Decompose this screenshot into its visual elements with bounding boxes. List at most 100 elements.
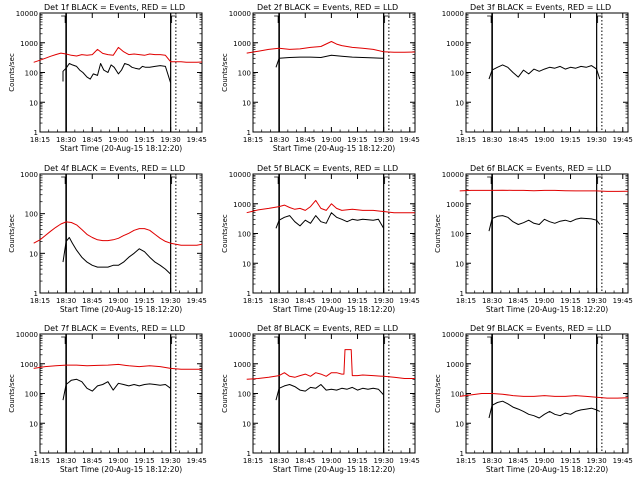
- detector-panel: Det 5f BLACK = Events, RED = LLD 1 10 100 10…: [221, 164, 420, 314]
- plot-frame: [252, 12, 416, 133]
- detector-panel: Det 8f BLACK = Events, RED = LLD 1 10 100 10…: [221, 324, 420, 474]
- x-tick-label: 19:30: [161, 457, 181, 465]
- x-tick-label: 18:45: [82, 457, 102, 465]
- x-tick-label: 19:30: [587, 136, 607, 144]
- y-tick-label: 100: [238, 70, 251, 78]
- x-tick-label: 19:30: [587, 297, 607, 305]
- y-tick-label: 1: [247, 450, 251, 458]
- panel-title: Det 7f BLACK = Events, RED = LLD: [44, 324, 185, 333]
- plot-frame: [465, 173, 629, 294]
- x-tick-label: 19:30: [374, 297, 394, 305]
- x-tick-label: 19:45: [187, 136, 207, 144]
- x-tick-label: 19:00: [534, 457, 554, 465]
- plot-frame: [39, 12, 203, 133]
- series-line-events: [275, 384, 384, 401]
- panel-title: Det 1f BLACK = Events, RED = LLD: [44, 3, 185, 12]
- y-tick-label: 1000: [446, 361, 464, 369]
- x-tick-label: 18:45: [508, 457, 528, 465]
- series-line-lld: [33, 46, 203, 63]
- start-flag: [487, 15, 492, 23]
- x-axis-label: Start Time (20-Aug-15 18:12:20): [60, 465, 182, 474]
- y-axis-label: Counts/sec: [434, 214, 442, 253]
- y-tick-label: 1: [460, 129, 464, 137]
- x-tick-label: 19:00: [321, 457, 341, 465]
- y-tick-label: 1: [247, 290, 251, 298]
- x-axis-label: Start Time (20-Aug-15 18:12:20): [486, 465, 608, 474]
- y-axis-label: Counts/sec: [8, 53, 16, 92]
- x-tick-label: 19:45: [400, 457, 420, 465]
- x-tick-label: 19:15: [134, 457, 154, 465]
- detector-panel: Det 7f BLACK = Events, RED = LLD 1 10 100 10…: [8, 324, 207, 474]
- x-tick-label: 18:30: [482, 136, 502, 144]
- end-flag: [597, 336, 603, 344]
- panel-title: Det 8f BLACK = Events, RED = LLD: [257, 324, 398, 333]
- x-tick-label: 18:15: [243, 457, 263, 465]
- y-axis-label: Counts/sec: [434, 374, 442, 413]
- x-tick-label: 19:00: [108, 136, 128, 144]
- end-flag: [384, 15, 390, 23]
- plot-frame: [252, 173, 416, 294]
- y-axis-label: Counts/sec: [221, 374, 229, 413]
- start-flag: [274, 336, 279, 344]
- series-line-events: [488, 64, 601, 80]
- x-tick-label: 19:15: [347, 457, 367, 465]
- x-tick-label: 18:30: [482, 297, 502, 305]
- start-flag: [274, 176, 279, 184]
- x-tick-label: 18:15: [30, 297, 50, 305]
- x-tick-label: 18:15: [456, 297, 476, 305]
- panel-title: Det 9f BLACK = Events, RED = LLD: [470, 324, 611, 333]
- x-tick-label: 19:15: [560, 136, 580, 144]
- y-tick-label: 1000: [20, 40, 38, 48]
- start-flag: [61, 176, 66, 184]
- y-axis-label: Counts/sec: [221, 53, 229, 92]
- end-flag: [597, 176, 603, 184]
- x-tick-label: 19:45: [187, 457, 207, 465]
- panel-title: Det 3f BLACK = Events, RED = LLD: [470, 3, 611, 12]
- series-line-events: [488, 400, 601, 419]
- detector-panel: Det 2f BLACK = Events, RED = LLD 1 10 100 10…: [221, 3, 420, 153]
- x-tick-label: 19:30: [374, 457, 394, 465]
- x-tick-label: 18:30: [269, 457, 289, 465]
- y-tick-label: 10000: [229, 10, 251, 18]
- x-tick-label: 19:15: [134, 136, 154, 144]
- x-tick-label: 18:15: [30, 457, 50, 465]
- x-tick-label: 19:30: [161, 297, 181, 305]
- y-tick-label: 10: [455, 260, 464, 268]
- y-tick-label: 1000: [446, 40, 464, 48]
- x-tick-label: 18:45: [508, 297, 528, 305]
- end-flag: [597, 15, 603, 23]
- y-tick-label: 1: [34, 129, 38, 137]
- y-tick-label: 1: [34, 450, 38, 458]
- x-tick-label: 18:30: [56, 136, 76, 144]
- x-tick-label: 18:45: [295, 457, 315, 465]
- x-tick-label: 19:45: [613, 457, 633, 465]
- y-axis-label: Counts/sec: [221, 214, 229, 253]
- x-tick-label: 19:45: [187, 297, 207, 305]
- x-tick-label: 19:45: [400, 297, 420, 305]
- end-flag: [171, 336, 177, 344]
- y-tick-label: 10000: [442, 10, 464, 18]
- panel-title: Det 5f BLACK = Events, RED = LLD: [257, 164, 398, 173]
- x-tick-label: 18:15: [456, 457, 476, 465]
- y-tick-label: 100: [451, 231, 464, 239]
- panel-title: Det 4f BLACK = Events, RED = LLD: [44, 164, 185, 173]
- y-tick-label: 1: [460, 450, 464, 458]
- y-tick-label: 1000: [20, 361, 38, 369]
- plot-frame: [39, 173, 203, 294]
- y-tick-label: 100: [238, 391, 251, 399]
- y-tick-label: 1000: [233, 40, 251, 48]
- series-line-events: [488, 215, 601, 232]
- series-line-lld: [33, 221, 203, 246]
- y-tick-label: 100: [25, 391, 38, 399]
- y-tick-label: 10000: [442, 331, 464, 339]
- y-tick-label: 100: [238, 231, 251, 239]
- x-tick-label: 19:00: [321, 136, 341, 144]
- detector-panel: Det 6f BLACK = Events, RED = LLD 1 10 100 10…: [434, 164, 633, 314]
- x-tick-label: 19:15: [560, 297, 580, 305]
- y-tick-label: 1000: [446, 201, 464, 209]
- series-line-lld: [246, 349, 415, 380]
- x-tick-label: 19:00: [534, 297, 554, 305]
- y-tick-label: 10000: [229, 171, 251, 179]
- series-line-lld: [33, 363, 202, 370]
- y-tick-label: 100: [451, 391, 464, 399]
